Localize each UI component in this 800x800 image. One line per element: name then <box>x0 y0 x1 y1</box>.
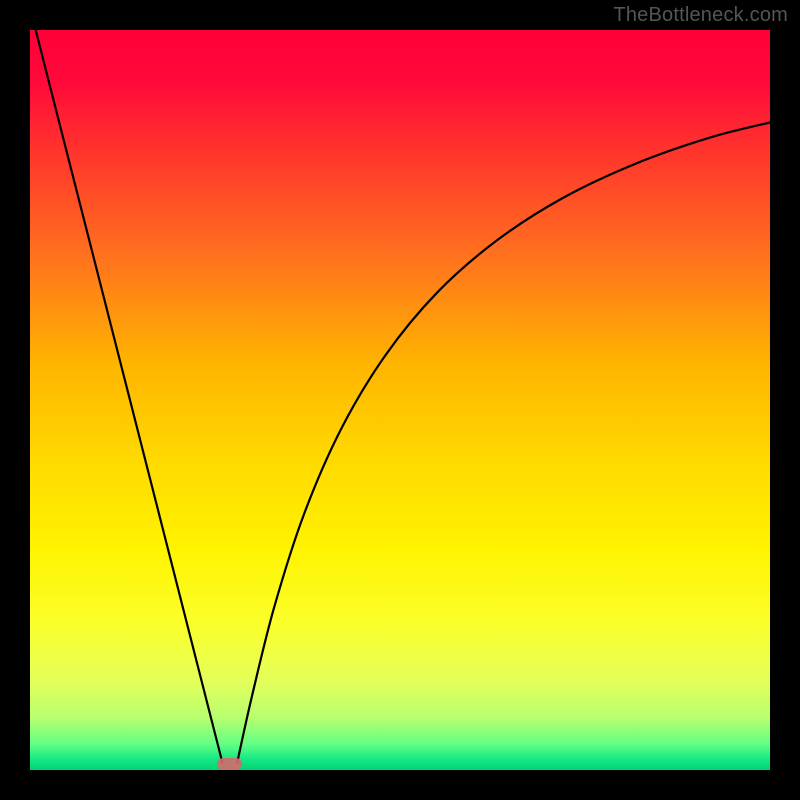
plot-area <box>30 30 770 770</box>
frame-border-right <box>770 0 800 800</box>
curve-left-branch <box>30 8 222 763</box>
curve-right-branch <box>237 123 770 763</box>
optimal-point-marker <box>217 758 242 770</box>
frame-border-left <box>0 0 30 800</box>
watermark-text: TheBottleneck.com <box>613 4 788 27</box>
bottleneck-curve <box>30 30 770 770</box>
frame-border-bottom <box>0 770 800 800</box>
